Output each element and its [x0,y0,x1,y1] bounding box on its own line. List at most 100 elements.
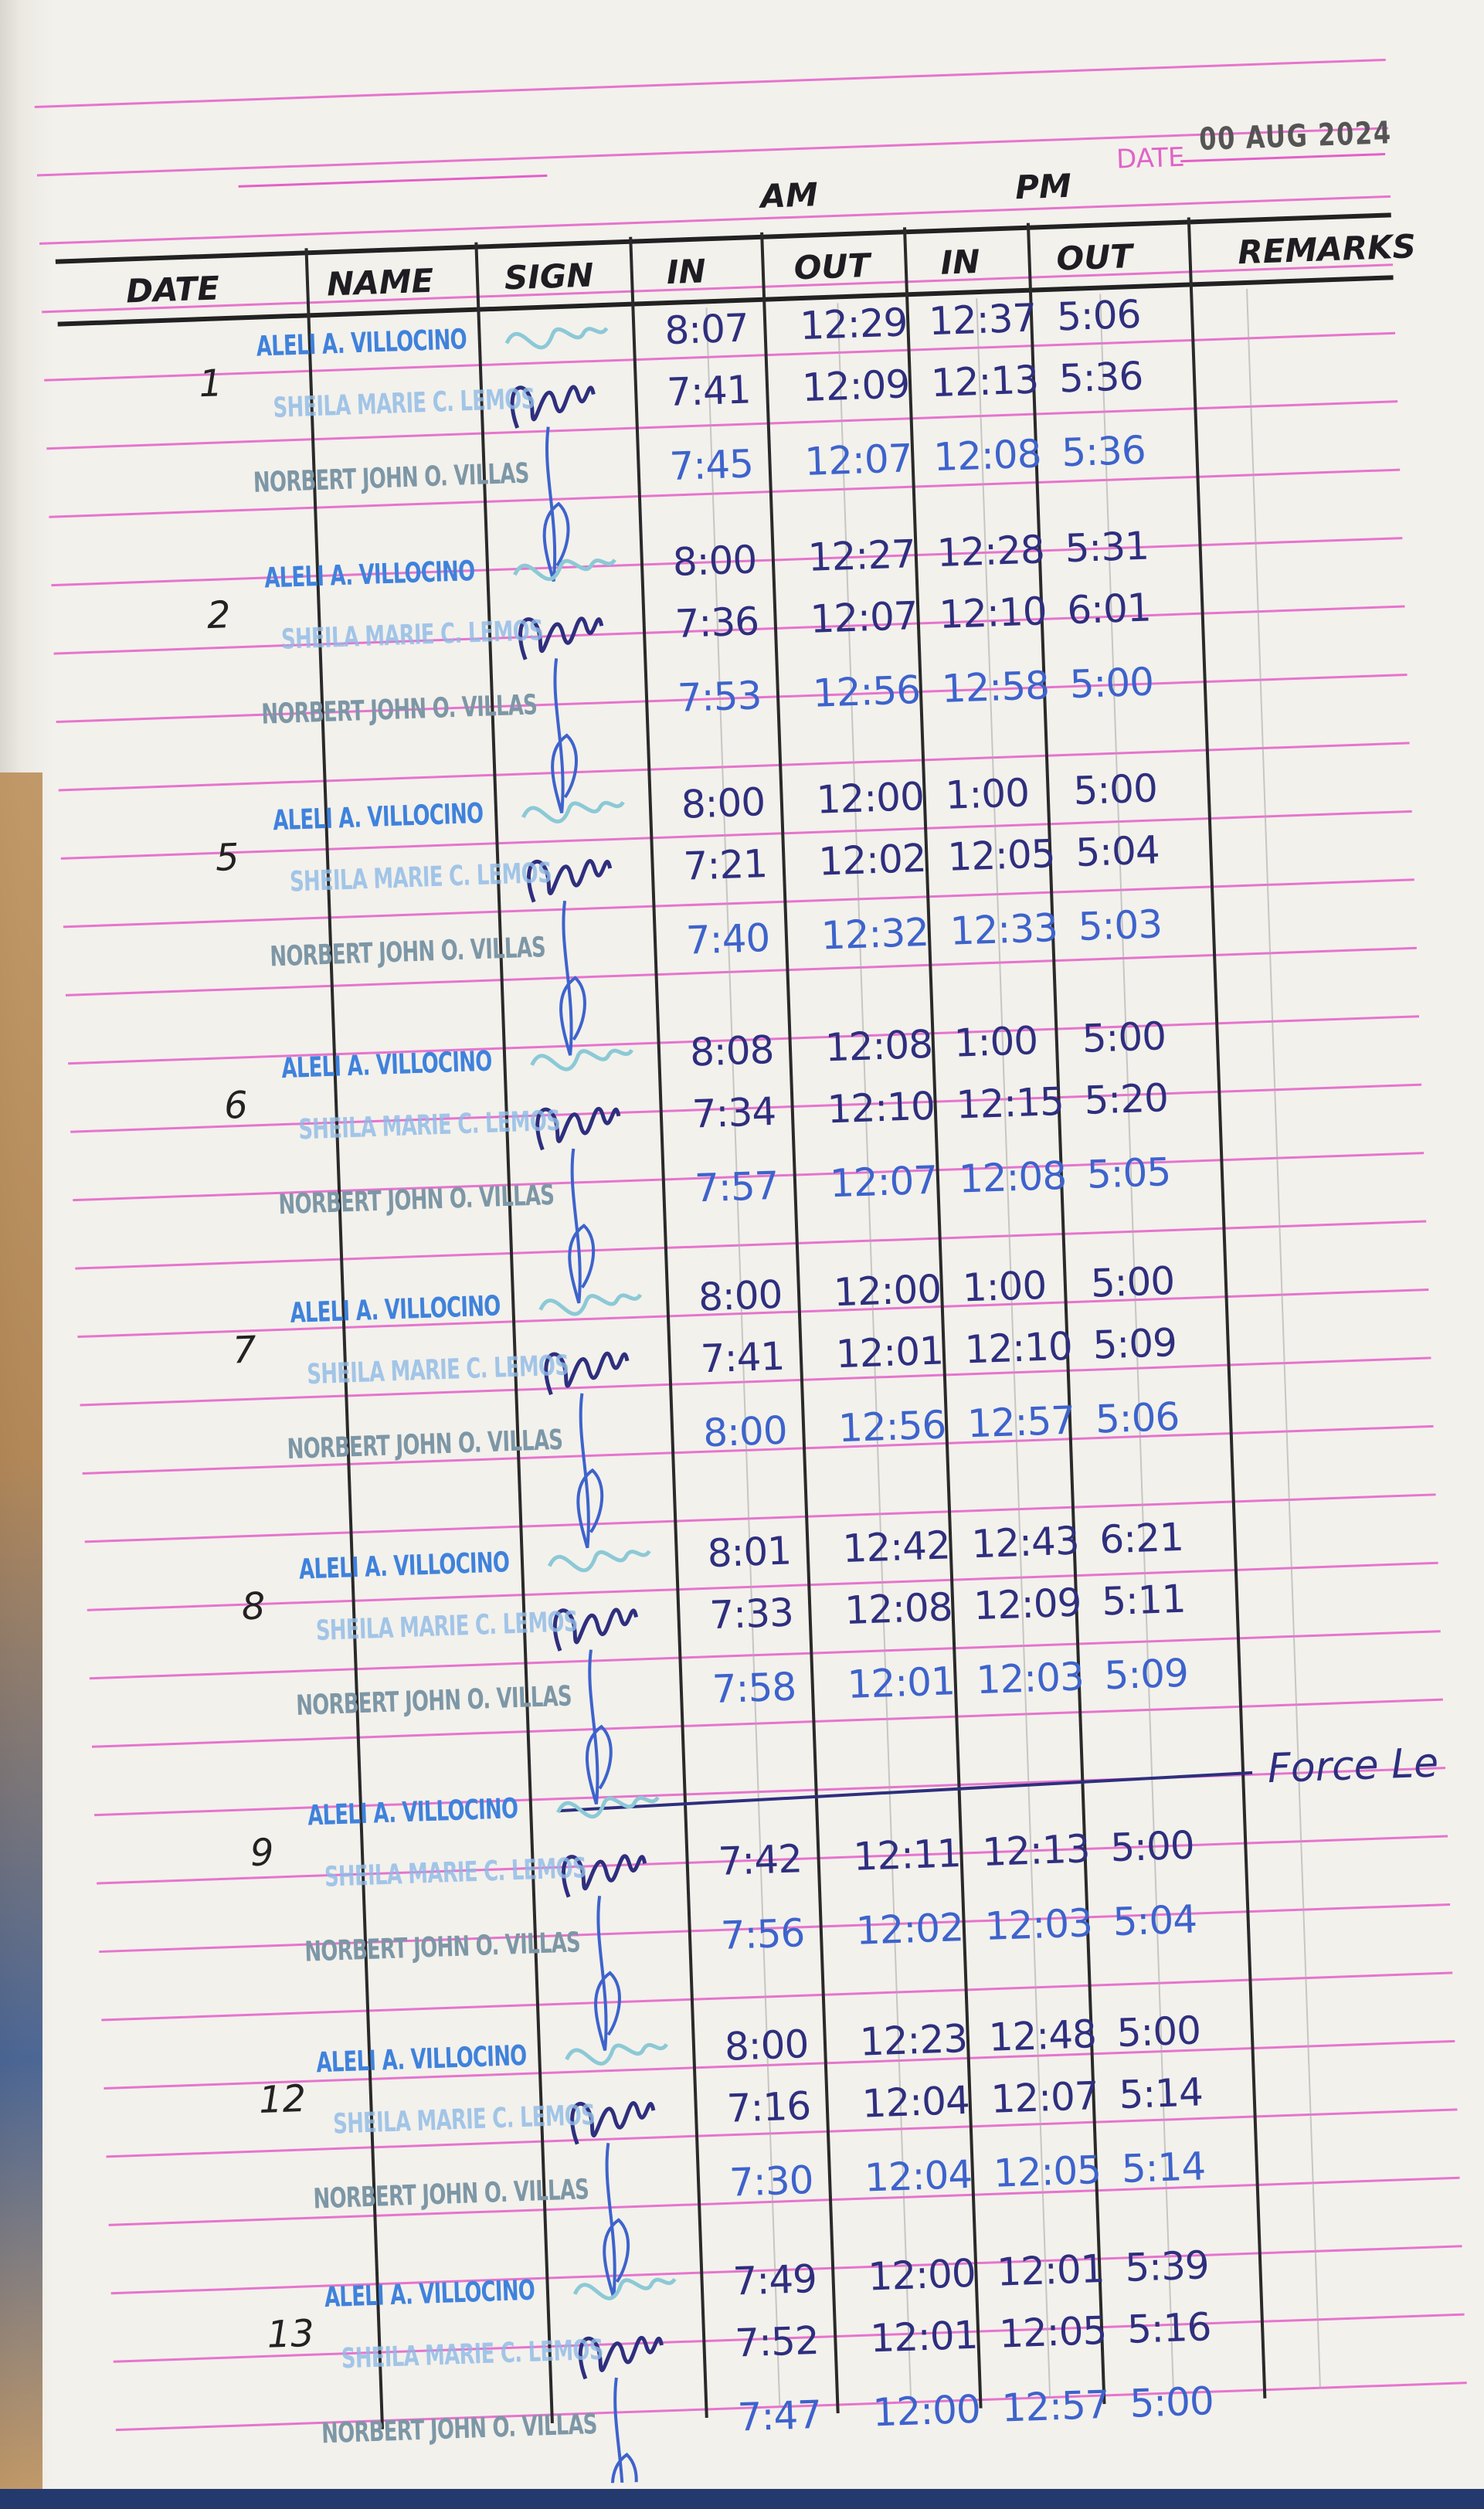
date-cell: 2 [206,593,232,638]
ruling-line [91,1698,1443,1748]
time-am-out: 12:07 [803,436,913,484]
signature-icon [551,658,578,813]
ruling-line [44,331,1396,382]
time-pm-out: 6:21 [1099,1514,1184,1563]
signature-icon [535,1106,621,1151]
time-am-out: 12:10 [826,1083,936,1132]
date-cell: 5 [214,835,240,880]
time-pm-out: 5:00 [1129,2378,1214,2426]
time-pm-in: 12:15 [955,1078,1065,1128]
cover-bottom [0,2489,1484,2509]
time-am-out: 12:00 [833,1266,942,1316]
signature-icon [594,1896,621,2051]
time-am-in: 8:00 [724,2022,810,2069]
time-am-out: 12:08 [844,1584,953,1634]
time-pm-out: 5:06 [1094,1394,1180,1442]
time-am-in: 7:45 [668,441,754,490]
signature-icon [576,1393,604,1549]
ruling-line [42,263,1394,314]
time-pm-out: 5:14 [1118,2069,1204,2118]
time-pm-out: 5:09 [1092,1319,1177,1368]
ruling-line [49,468,1401,518]
column-divider [304,248,385,2429]
time-am-out: 12:01 [834,1328,944,1377]
time-am-in: 7:41 [666,367,752,416]
ruling-line [97,1835,1448,1885]
date-underline [238,174,548,188]
signature-icon [559,900,586,1056]
ruling-line [115,2382,1467,2432]
date-cell: 12 [258,2076,307,2122]
column-header-remarks: REMARKS [1237,227,1417,272]
ruling-line [87,1561,1438,1611]
employee-name: ALELI A. VILLOCINO [307,1793,519,1832]
column-header-name: NAME [326,261,435,304]
time-pm-in: 12:07 [990,2073,1099,2122]
column-divider [474,242,554,2424]
ruling-line [68,1015,1420,1065]
time-am-in: 7:52 [734,2317,820,2366]
time-am-in: 7:33 [708,1590,794,1638]
time-pm-in: 12:10 [963,1323,1073,1373]
time-am-out: 12:00 [815,773,925,823]
employee-name: ALELI A. VILLOCINO [272,797,484,837]
ruling-line [53,605,1405,655]
column-header-am-out: OUT [793,246,871,287]
signature-icon [510,385,596,429]
time-am-out: 12:32 [820,909,929,959]
time-am-in: 7:58 [711,1664,797,1713]
time-pm-in: 1:00 [953,1017,1039,1066]
employee-name: ALELI A. VILLOCINO [298,1546,510,1586]
column-guide [976,298,1051,2399]
time-pm-out: 5:11 [1101,1576,1187,1625]
column-header-pm-out: OUT [1055,237,1133,278]
time-pm-in: 12:48 [987,2012,1097,2060]
time-pm-in: 1:00 [944,770,1030,818]
book-cover-edge [0,772,42,2489]
column-header-date: DATE [125,269,220,311]
time-pm-out: 5:20 [1083,1075,1169,1123]
column-guide [705,307,781,2408]
time-pm-in: 12:09 [973,1580,1082,1629]
time-pm-out: 5:39 [1124,2242,1210,2290]
date-cell: 6 [223,1083,249,1128]
time-pm-in: 1:00 [961,1262,1048,1311]
time-pm-out: 5:09 [1103,1650,1189,1699]
ruling-line [65,946,1417,996]
pm-label: PM [1014,166,1072,207]
ruling-line [101,1971,1453,2022]
time-pm-out: 5:16 [1126,2304,1212,2352]
time-am-in: 8:00 [698,1271,783,1320]
time-am-in: 8:07 [664,305,749,354]
time-am-in: 8:00 [680,779,766,827]
time-am-out: 12:23 [858,2015,968,2065]
column-divider [760,232,840,2414]
signature-icon [568,1148,596,1304]
time-am-in: 8:01 [706,1528,792,1577]
time-pm-in: 12:01 [996,2246,1105,2295]
time-pm-out: 5:00 [1072,766,1158,814]
employee-name: ALELI A. VILLOCINO [263,555,476,595]
time-am-out: 12:02 [854,1905,964,1954]
time-am-in: 7:57 [694,1163,779,1211]
time-pm-in: 12:03 [975,1654,1085,1703]
signature-icon [527,859,613,903]
ruling-line [58,742,1410,792]
time-pm-in: 12:33 [949,905,1058,954]
ruling-line [73,1152,1425,1202]
time-am-in: 7:49 [732,2256,817,2304]
date-cell: 8 [240,1584,267,1629]
signature-icon [565,2042,669,2066]
employee-name: ALELI A. VILLOCINO [280,1045,493,1085]
ruling-line [77,1288,1429,1339]
column-divider [1026,222,1106,2405]
employee-name: ALELI A. VILLOCINO [315,2039,528,2080]
signature-icon [610,2377,638,2502]
time-pm-in: 12:03 [983,1900,1093,1950]
time-am-in: 7:16 [725,2083,812,2131]
time-am-out: 12:02 [817,835,927,884]
time-am-in: 7:41 [699,1333,786,1382]
ruling-line [70,1083,1422,1133]
time-pm-out: 6:01 [1066,585,1152,633]
